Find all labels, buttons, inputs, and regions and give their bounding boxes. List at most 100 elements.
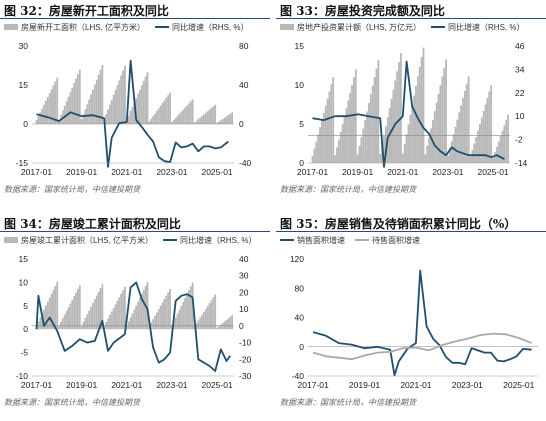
bar	[187, 290, 190, 330]
x-axis-tick-label: 2019-01	[66, 167, 97, 177]
bar	[84, 317, 87, 330]
bar	[110, 99, 113, 124]
bar	[114, 90, 117, 124]
bar	[73, 296, 76, 330]
x-axis-tick-label: 2021-01	[111, 380, 142, 390]
x-axis-tick-label: 2023-01	[156, 380, 187, 390]
bar	[422, 47, 425, 163]
bar	[373, 77, 376, 163]
bar	[199, 117, 202, 124]
bar	[52, 85, 55, 124]
bar	[324, 105, 327, 163]
bar	[60, 321, 62, 330]
bar	[176, 313, 179, 330]
chart-title: 图 35：房屋销售及待销面积累计同比（%）	[280, 217, 517, 231]
bar	[218, 326, 220, 330]
legend-label: 房屋新开工面积（LHS, 亿平方米）	[21, 22, 145, 32]
bar	[125, 325, 128, 330]
legend-label: 同比增速（RHS, %）	[180, 235, 256, 245]
legend-label: 待售面积增速	[372, 235, 420, 245]
bar	[144, 76, 147, 124]
bar	[82, 114, 85, 124]
bar	[480, 117, 483, 163]
bar	[334, 155, 336, 163]
right-axis-tick-label: -40	[239, 158, 252, 168]
bar	[172, 119, 175, 124]
legend-label: 房地产投资累计额（LHS, 万亿元）	[297, 22, 421, 32]
bar	[110, 311, 113, 330]
bar	[225, 319, 228, 330]
bar	[92, 302, 94, 330]
left-axis-tick-label: -10	[16, 371, 29, 381]
bar	[180, 111, 183, 124]
right-axis-tick-label: -14	[515, 158, 528, 168]
bar	[118, 297, 121, 330]
bar	[107, 318, 109, 330]
x-axis-tick-label: 2019-01	[66, 380, 97, 390]
bar	[189, 101, 192, 124]
bar	[465, 83, 468, 163]
bar	[73, 83, 76, 124]
bar	[394, 80, 397, 163]
bar	[127, 321, 130, 330]
bar	[486, 98, 489, 163]
bar	[415, 86, 417, 163]
bar	[407, 124, 410, 163]
bar	[187, 103, 190, 124]
bar	[46, 301, 49, 330]
bar	[63, 105, 66, 124]
left-axis-tick-label: 15	[19, 80, 29, 90]
right-axis-tick-label: 34	[515, 64, 525, 74]
bar	[379, 153, 382, 163]
chart-33-svg: 房地产投资累计额（LHS, 万亿元） 同比增速（RHS, %） 0 5 10 15 -14 -…	[280, 22, 528, 177]
bar	[90, 306, 92, 330]
bar	[159, 305, 162, 330]
bar	[507, 114, 510, 163]
bar	[204, 112, 207, 124]
bar	[155, 110, 158, 124]
bar	[326, 98, 329, 163]
bar	[35, 120, 38, 124]
bar	[458, 112, 461, 163]
bar	[48, 297, 51, 330]
bar	[167, 292, 170, 330]
bar	[462, 98, 464, 163]
bar	[319, 127, 321, 163]
title-rule	[0, 231, 270, 232]
bar	[171, 325, 173, 330]
bar	[437, 93, 440, 163]
bar	[137, 301, 139, 330]
bar	[479, 124, 481, 163]
legend-label: 销售面积增速	[297, 235, 345, 245]
bar	[488, 91, 491, 163]
bar	[78, 285, 81, 330]
bar	[82, 321, 85, 330]
bar	[116, 300, 119, 330]
bar	[317, 134, 320, 163]
bar	[76, 288, 79, 330]
bar	[343, 116, 346, 163]
right-axis-tick-label: 10	[515, 111, 525, 121]
x-axis-tick-label: 2025-01	[201, 380, 232, 390]
bar	[58, 325, 60, 330]
bar	[435, 102, 438, 163]
bar	[178, 309, 181, 330]
bar	[88, 310, 91, 330]
bar	[430, 128, 432, 163]
legend-swatch-bar	[4, 237, 18, 243]
bar	[354, 69, 357, 163]
bar	[186, 294, 188, 330]
source-note: 数据来源：国家统计局，中信建投期货	[280, 398, 416, 407]
right-axis-tick-label: 80	[239, 41, 249, 51]
bar	[101, 284, 104, 330]
bar	[93, 299, 96, 330]
bar	[50, 293, 53, 330]
bar	[163, 299, 166, 330]
bar	[92, 89, 94, 124]
chart-35-svg: 销售面积增速 待售面积增速 -40 0 40 80 120 2017-01 2019-01 202…	[280, 235, 538, 390]
bar	[418, 66, 421, 163]
x-axis-tick-label: 2025-01	[201, 167, 232, 177]
bar	[184, 298, 186, 330]
x-axis-tick-label: 2019-01	[349, 380, 380, 390]
series-line	[36, 59, 229, 168]
